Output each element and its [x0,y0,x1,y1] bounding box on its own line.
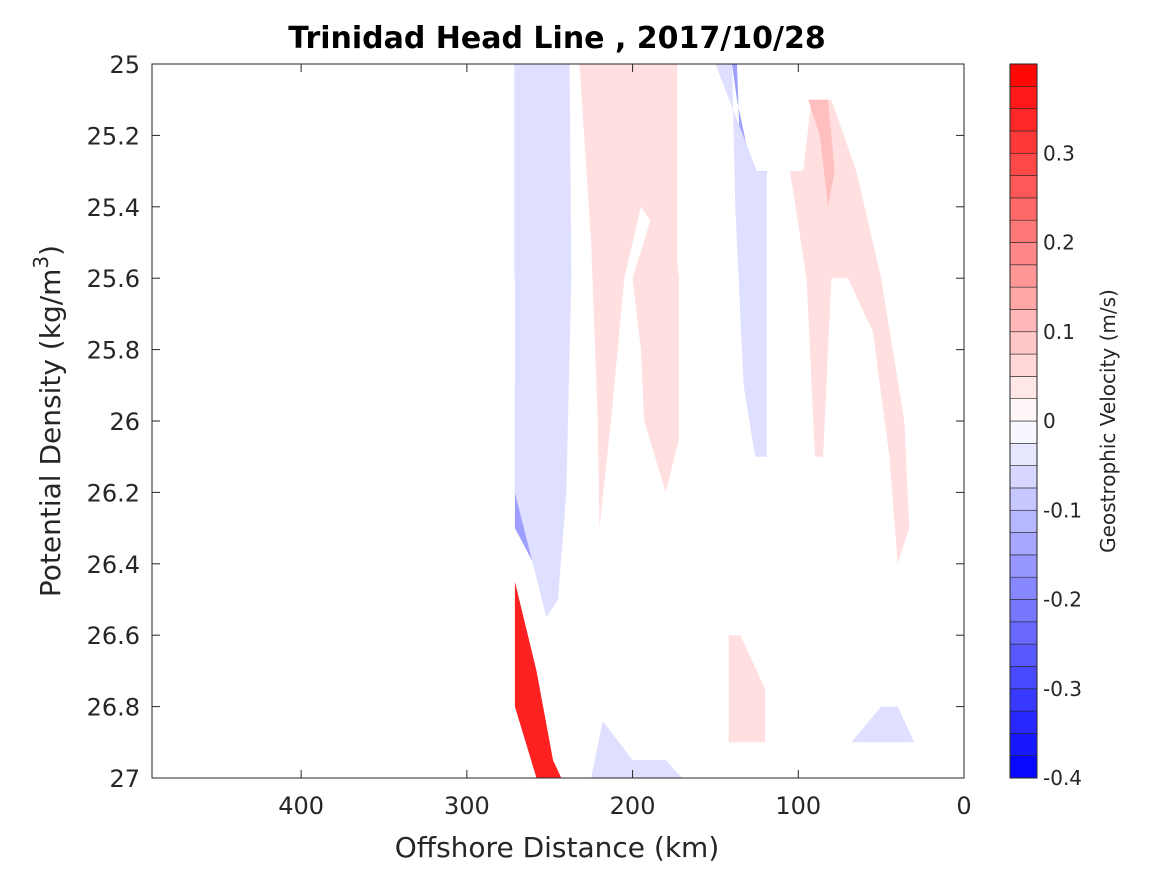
colorbar-title-group: Geostrophic Velocity (m/s) [1096,289,1120,553]
y-tick-label: 25.6 [87,265,140,293]
y-tick-label: 26.4 [87,551,140,579]
colorbar-tick-label: 0.3 [1043,141,1075,165]
colorbar: 0.3 0.2 0.1 0 -0.1 -0.2 -0.3 -0.4 [1009,63,1082,790]
colorbar-step [1009,108,1038,132]
y-tick-label: 25.2 [87,122,140,150]
contour-region-11 [790,99,910,564]
colorbar-step [1009,63,1038,87]
colorbar-tick-label: -0.3 [1043,677,1082,701]
colorbar-step [1009,152,1038,176]
colorbar-step [1009,353,1038,377]
colorbar-step [1009,465,1038,489]
contour-region-9 [579,64,678,529]
contour-region-12 [808,99,835,207]
colorbar-step [1009,264,1038,288]
contour-region-7 [591,720,683,778]
colorbar-step [1009,130,1038,154]
colorbar-step [1009,286,1038,310]
y-tick-label: 26 [109,408,140,436]
colorbar-step [1009,242,1038,266]
x-axis: 400 300 200 100 0 [278,64,972,820]
contour-region-8 [851,706,915,743]
colorbar-step [1009,710,1038,734]
colorbar-tick-label: 0.1 [1043,320,1075,344]
colorbar-step [1009,86,1038,109]
y-tick-label: 27 [109,765,140,793]
contour-fill-group [514,64,915,778]
colorbar-tick-label: 0 [1043,409,1056,433]
colorbar-step [1009,666,1038,690]
colorbar-step [1009,576,1038,600]
colorbar-step [1009,755,1038,779]
colorbar-step [1009,175,1038,199]
colorbar-title: Geostrophic Velocity (m/s) [1096,289,1120,553]
y-tick-label: 26.8 [87,694,140,722]
y-axis: 25 25.2 25.4 25.6 25.8 26 26.2 26.4 26.6 26.8 27 [87,51,964,793]
colorbar-step [1009,398,1038,422]
x-tick-label: 200 [610,792,656,820]
colorbar-tick-label: 0.2 [1043,231,1075,255]
contour-region-14 [514,581,562,778]
colorbar-tick-label: -0.1 [1043,498,1082,522]
colorbar-step [1009,621,1038,645]
contour-region-4 [514,64,572,618]
y-tick-label: 26.2 [87,479,140,507]
colorbar-step [1009,554,1038,578]
colorbar-step [1009,532,1038,556]
colorbar-step [1009,197,1038,221]
y-tick-label: 26.6 [87,622,140,650]
x-tick-label: 0 [956,792,971,820]
colorbar-step [1009,509,1038,533]
colorbar-step [1009,599,1038,623]
x-tick-label: 400 [278,792,324,820]
colorbar-step [1009,688,1038,712]
y-tick-label: 25.4 [87,194,140,222]
colorbar-frame [1009,63,1038,779]
contour-region-13 [728,635,766,743]
contour-region-10 [632,171,679,493]
y-axis-title-group: Potential Density (kg/m3) [29,245,67,597]
colorbar-step [1009,420,1038,444]
colorbar-tick-label: -0.2 [1043,588,1082,612]
y-tick-label: 25.8 [87,337,140,365]
colorbar-step [1009,309,1038,333]
contour-region-6 [715,64,767,457]
colorbar-step [1009,219,1038,243]
colorbar-step [1009,733,1038,756]
colorbar-step [1009,643,1038,667]
colorbar-step [1009,443,1038,466]
chart-title: Trinidad Head Line , 2017/10/28 [288,21,825,56]
y-tick-label: 25 [109,51,140,79]
x-axis-title: Offshore Distance (km) [395,831,720,864]
colorbar-step [1009,331,1038,355]
colorbar-step [1009,487,1038,511]
colorbar-step [1009,376,1038,399]
x-tick-label: 100 [775,792,821,820]
colorbar-tick-label: -0.4 [1043,766,1082,790]
y-axis-title: Potential Density (kg/m3) [29,245,67,597]
x-tick-label: 300 [444,792,490,820]
